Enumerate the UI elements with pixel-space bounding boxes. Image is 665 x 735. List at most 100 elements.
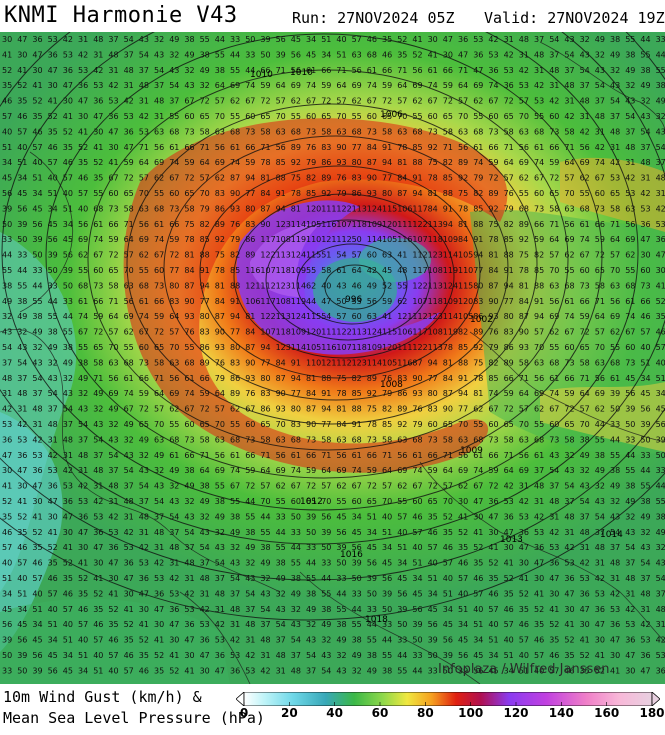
gust-value: 87 [488,281,498,290]
gust-value: 71 [321,451,331,460]
gust-value: 69 [78,235,88,244]
gust-value: 53 [169,589,179,598]
gust-value: 66 [245,143,255,152]
gust-value: 36 [124,127,134,136]
gust-value: 116 [245,266,260,275]
gust-value: 62 [336,482,346,491]
gust-value: 44 [656,482,665,491]
gust-value: 63 [336,435,346,444]
gust-value: 62 [154,174,164,183]
gust-value: 58 [504,127,514,136]
gust-value: 45 [336,512,346,521]
gust-value: 43 [610,512,620,521]
gust-value: 43 [260,589,270,598]
gust-value: 79 [230,235,240,244]
gust-value: 66 [169,220,179,229]
gust-value: 115 [306,312,321,321]
gust-value: 72 [321,97,331,106]
gust-value: 85 [382,420,392,429]
gust-value: 85 [412,143,422,152]
gust-value: 32 [78,389,88,398]
gust-value: 40 [473,605,483,614]
gust-value: 81 [336,405,346,414]
gust-value: 31 [549,512,559,521]
gust-value: 38 [595,451,605,460]
gust-value: 83 [428,405,438,414]
gust-value: 73 [549,127,559,136]
gust-value: 36 [625,636,635,645]
gust-value: 60 [428,112,438,121]
gust-value: 49 [656,528,665,537]
gust-value: 30 [139,605,149,614]
gust-value: 35 [48,127,58,136]
gust-value: 52 [504,574,514,583]
gust-value: 65 [321,112,331,121]
gust-value: 90 [488,297,498,306]
gust-value: 52 [473,543,483,552]
gust-value: 56 [276,35,286,44]
gust-value: 56 [397,589,407,598]
gust-value: 87 [306,405,316,414]
gust-value: 124 [367,328,382,337]
gust-value: 59 [367,466,377,475]
gust-value: 71 [519,374,529,383]
gust-value: 35 [397,50,407,59]
gust-value: 43 [580,482,590,491]
gust-value: 35 [2,512,12,521]
gust-value: 51 [428,574,438,583]
gust-value: 38 [184,466,194,475]
gust-value: 83 [169,297,179,306]
gust-value: 35 [488,574,498,583]
gust-value: 58 [321,435,331,444]
gust-value: 55 [306,574,316,583]
gust-value: 57 [504,174,514,183]
gust-value: 55 [610,343,620,352]
gust-value: 72 [154,328,164,337]
gust-value: 49 [260,559,270,568]
gust-value: 122 [336,328,351,337]
gust-value: 63 [458,127,468,136]
gust-value: 81 [488,251,498,260]
gust-value: 72 [382,97,392,106]
gust-value: 48 [108,50,118,59]
gust-value: 105 [382,235,397,244]
gust-value: 42 [656,636,665,645]
gust-value: 45 [48,651,58,660]
gust-value: 83 [215,189,225,198]
gust-value: 56 [458,451,468,460]
gust-value: 56 [412,605,422,614]
gust-value: 30 [519,559,529,568]
gust-value: 71 [382,451,392,460]
gust-value: 35 [78,158,88,167]
isobar-label: 1016 [340,550,363,560]
gust-value: 56 [458,143,468,152]
gust-value: 83 [397,374,407,383]
gust-value: 32 [124,435,134,444]
gust-value: 52 [443,512,453,521]
gust-value: 61 [549,374,559,383]
gust-value: 46 [412,512,422,521]
gust-value: 60 [184,112,194,121]
gust-value: 48 [625,574,635,583]
gust-value: 47 [63,512,73,521]
gust-value: 70 [215,420,225,429]
gust-value: 48 [169,543,179,552]
gust-value: 43 [139,35,149,44]
gust-value: 63 [367,312,377,321]
gust-value: 36 [595,605,605,614]
gust-value: 46 [2,97,12,106]
gust-value: 109 [291,266,306,275]
gust-value: 56 [154,143,164,152]
gust-value: 48 [63,435,73,444]
gust-value: 51 [93,666,103,675]
gust-value: 35 [32,112,42,121]
gust-value: 54 [63,405,73,414]
gust-value: 63 [276,435,286,444]
gust-value: 40 [63,189,73,198]
gust-value: 53 [488,50,498,59]
gust-core-violet [250,223,320,297]
gust-value: 68 [169,435,179,444]
gust-value: 58 [154,358,164,367]
gust-value: 47 [564,589,574,598]
gust-value: 34 [367,528,377,537]
